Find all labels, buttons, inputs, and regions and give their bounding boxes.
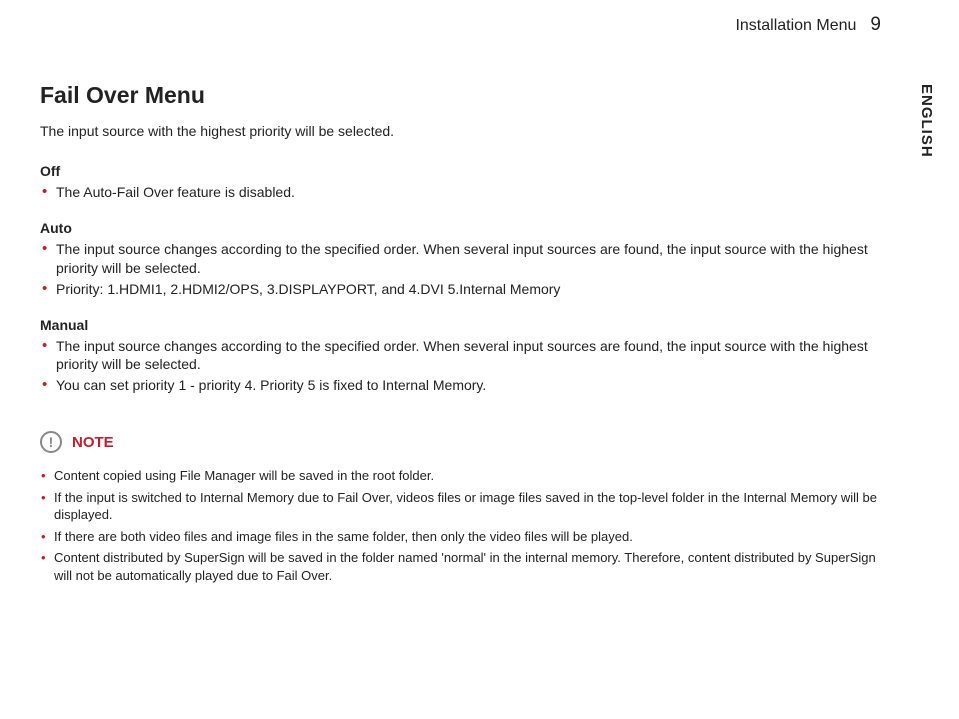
note-header: ! NOTE — [40, 431, 888, 453]
auto-label: Auto — [40, 220, 888, 236]
note-label: NOTE — [72, 434, 114, 451]
page-title: Fail Over Menu — [40, 82, 888, 109]
list-item: Content copied using File Manager will b… — [40, 467, 888, 485]
intro-text: The input source with the highest priori… — [40, 123, 888, 139]
list-item: The input source changes according to th… — [40, 337, 888, 375]
manual-label: Manual — [40, 317, 888, 333]
info-icon: ! — [40, 431, 62, 453]
list-item: If there are both video files and image … — [40, 528, 888, 546]
header-title: Installation Menu — [735, 17, 856, 35]
off-label: Off — [40, 163, 888, 179]
list-item: You can set priority 1 - priority 4. Pri… — [40, 376, 888, 395]
note-block: ! NOTE Content copied using File Manager… — [40, 431, 888, 584]
page-header: Installation Menu 9 — [735, 14, 881, 36]
auto-list: The input source changes according to th… — [40, 240, 888, 299]
off-list: The Auto-Fail Over feature is disabled. — [40, 183, 888, 202]
page-number: 9 — [870, 14, 881, 36]
list-item: The Auto-Fail Over feature is disabled. — [40, 183, 888, 202]
list-item: Content distributed by SuperSign will be… — [40, 549, 888, 584]
list-item: The input source changes according to th… — [40, 240, 888, 278]
note-list: Content copied using File Manager will b… — [40, 467, 888, 584]
list-item: Priority: 1.HDMI1, 2.HDMI2/OPS, 3.DISPLA… — [40, 280, 888, 299]
page-content: Fail Over Menu The input source with the… — [40, 82, 888, 589]
language-label: ENGLISH — [918, 84, 935, 158]
list-item: If the input is switched to Internal Mem… — [40, 489, 888, 524]
manual-list: The input source changes according to th… — [40, 337, 888, 396]
